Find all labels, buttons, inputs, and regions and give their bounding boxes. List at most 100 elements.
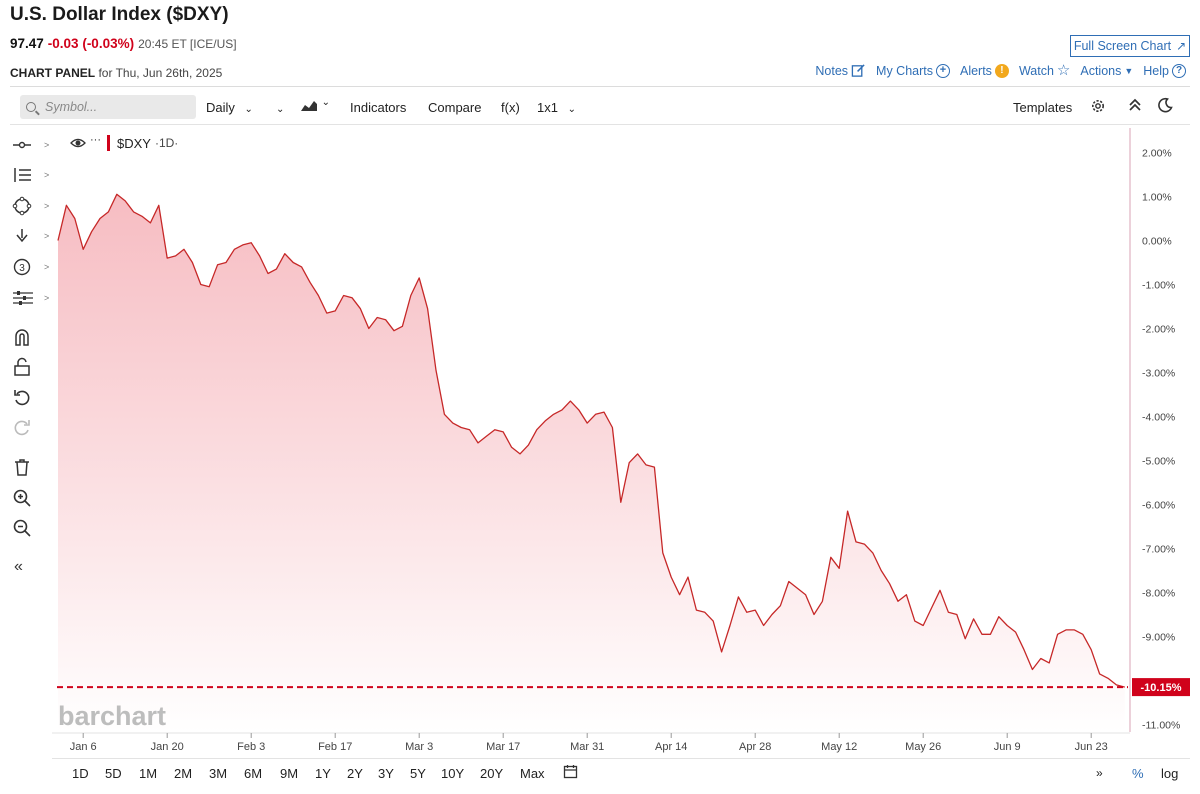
y-tick-label: -11.00% [1142,720,1180,732]
shape-icon [12,196,32,216]
arrow-tool[interactable]: > [12,223,52,249]
help-label: Help [1143,63,1169,78]
chart-toolbar: Symbol... Daily ⌄ ⌄ ⌄ Indicators Compare… [0,93,1200,123]
full-screen-label: Full Screen Chart [1073,39,1172,53]
line-tool[interactable]: > [12,132,52,158]
magnet-tool[interactable] [12,324,52,350]
range-6m[interactable]: 6M [244,766,263,781]
arrow-down-icon [16,229,28,243]
watch-label: Watch [1018,63,1054,78]
interval-dropdown[interactable]: Daily ⌄ [206,100,253,115]
range-3m[interactable]: 3M [209,766,228,781]
indicators-button[interactable]: Indicators [350,100,407,115]
range-9m[interactable]: 9M [280,766,299,781]
series-color-swatch [107,135,110,151]
layout-dropdown[interactable]: 1x1 ⌄ [537,100,576,115]
range-5d[interactable]: 5D [105,766,122,781]
last-value-badge [1132,678,1190,697]
elliott-wave-tool[interactable]: 3 > [12,254,52,280]
percent-scale-toggle[interactable]: % [1132,766,1144,781]
top-links: Notes My Charts + Alerts ! Watch ☆ Actio… [815,63,1186,78]
actions-menu[interactable]: Actions ▼ [1080,64,1133,78]
x-tick-label: Mar 17 [486,741,520,753]
moon-icon [1158,97,1173,113]
notes-link[interactable]: Notes [815,63,866,78]
collapse-tools-button[interactable]: « [12,554,52,580]
help-circle-icon: ? [1172,63,1186,78]
zoom-out-button[interactable] [12,515,52,541]
alerts-link[interactable]: Alerts ! [960,63,1009,78]
range-2y[interactable]: 2Y [347,766,363,781]
settings-button[interactable] [1090,98,1106,117]
measure-tool[interactable]: > [12,285,52,311]
bar-type-dropdown[interactable]: ⌄ [276,100,284,115]
page-title: U.S. Dollar Index ($DXY) [10,4,229,25]
delete-drawings-button[interactable] [12,454,52,480]
x-tick-label: Apr 28 [739,741,771,753]
y-tick-label: 1.00% [1142,192,1172,204]
svg-text:3: 3 [19,263,25,274]
x-tick-label: Mar 3 [405,741,433,753]
double-chevron-down-icon: » [1096,766,1103,780]
unlock-icon [14,357,30,376]
text-tool[interactable]: > [12,162,52,188]
more-options-icon[interactable]: ··· [90,133,101,146]
function-button[interactable]: f(x) [501,100,520,115]
y-tick-label: -6.00% [1142,500,1175,512]
eye-icon[interactable] [70,137,86,149]
range-10y[interactable]: 10Y [441,766,465,781]
alert-badge-icon: ! [994,63,1009,78]
help-link[interactable]: Help ? [1143,63,1186,78]
y-tick-label: -3.00% [1142,368,1175,380]
chevron-right-icon: > [44,170,50,180]
price-chart[interactable]: 2.00% 1.00% 0.00% -1.00% -2.00% -3.00% -4.00% -… [0,128,1200,758]
range-5y[interactable]: 5Y [410,766,426,781]
bottom-divider [52,758,1190,759]
zoom-in-button[interactable] [12,485,52,511]
my-charts-label: My Charts [876,63,933,78]
redo-button[interactable] [12,415,52,441]
shape-tool[interactable]: > [12,193,52,219]
symbol-search-input[interactable]: Symbol... [20,95,196,119]
range-max[interactable]: Max [520,766,545,781]
y-tick-label: 2.00% [1142,148,1172,160]
range-20y[interactable]: 20Y [480,766,504,781]
caret-down-icon: ▼ [1124,65,1134,76]
chart-style-dropdown[interactable]: ⌄ [300,97,330,116]
dark-mode-toggle[interactable] [1157,97,1173,116]
compare-button[interactable]: Compare [428,100,482,115]
lock-tool[interactable] [12,354,52,380]
full-screen-chart-button[interactable]: Full Screen Chart ↗ [1070,35,1190,57]
plus-circle-icon: + [935,63,950,78]
line-tool-icon [13,141,31,149]
calendar-icon [563,765,578,779]
chevron-down-icon: ⌄ [244,104,253,115]
last-price: 97.47 [10,36,44,51]
collapse-toolbar-button[interactable] [1128,97,1142,116]
y-tick-label: -5.00% [1142,456,1175,468]
x-tick-label: Feb 3 [237,741,265,753]
notes-label: Notes [815,63,849,78]
range-3y[interactable]: 3Y [378,766,394,781]
watch-link[interactable]: Watch ☆ [1019,63,1070,78]
price-line [57,193,1125,688]
undo-button[interactable] [12,385,52,411]
chevron-down-icon: ⌄ [321,97,331,108]
y-tick-label: -4.00% [1142,412,1175,424]
redo-icon [14,420,30,436]
templates-button[interactable]: Templates [1013,100,1073,115]
x-tick-label: Feb 17 [318,741,352,753]
price-area [58,194,1125,733]
chevron-right-icon: > [44,140,50,150]
range-1d[interactable]: 1D [72,766,89,781]
my-charts-link[interactable]: My Charts + [876,63,950,78]
range-1m[interactable]: 1M [139,766,158,781]
x-tick-label: Jan 6 [70,741,97,753]
log-scale-toggle[interactable]: log [1161,766,1179,781]
range-1y[interactable]: 1Y [315,766,331,781]
scroll-end-button[interactable]: » [1096,766,1103,780]
range-2m[interactable]: 2M [174,766,193,781]
trash-icon [15,459,29,476]
legend-period: ·1D· [154,136,179,150]
date-picker-button[interactable] [563,764,578,782]
